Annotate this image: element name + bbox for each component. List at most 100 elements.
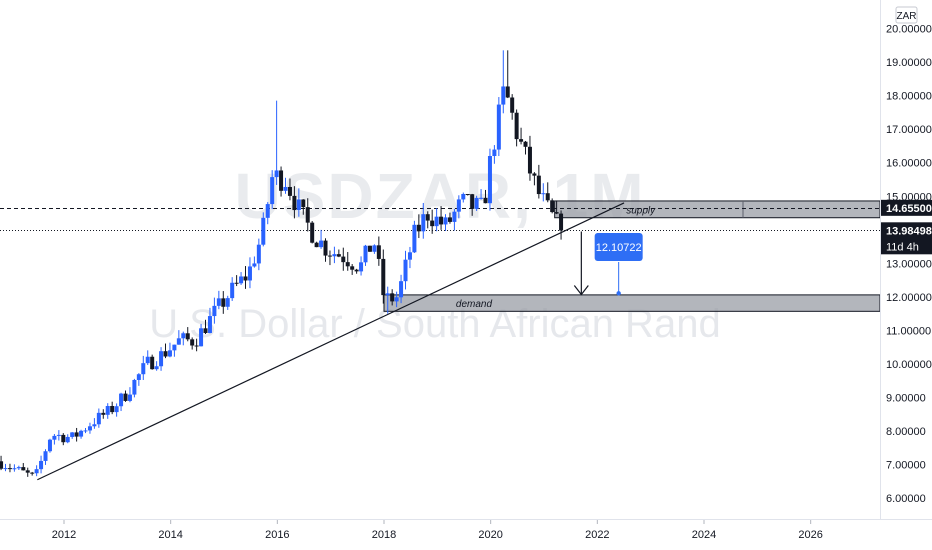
y-tick-label: 19.00000 (886, 57, 932, 69)
candle-body (230, 282, 235, 299)
candle-body (510, 97, 515, 113)
candle-body (163, 351, 168, 357)
candle-body (363, 245, 368, 263)
candle-body (434, 216, 439, 227)
currency-badge-box (895, 6, 918, 24)
candle-body (101, 412, 106, 415)
candle-body (541, 193, 546, 195)
demand-zone-label: demand (456, 299, 493, 310)
candle-body (203, 328, 208, 334)
candle-body (70, 432, 75, 437)
price-axis[interactable]: 6.00000 7.00000 8.00000 9.00000 10.00000 11.0… (886, 24, 932, 506)
candle-body (25, 470, 30, 473)
candle-body (483, 197, 488, 204)
candle-body (385, 293, 390, 296)
y-tick-label: 11.00000 (886, 325, 931, 337)
candle-body (16, 467, 21, 469)
current-price-tag-box (881, 222, 932, 255)
supply-price-tag-value: 14.65500 (886, 203, 932, 215)
candle-body (123, 393, 128, 401)
currency-badge[interactable]: ZAR (895, 6, 918, 24)
candle-body (12, 468, 17, 470)
candle-body (92, 424, 97, 427)
candle-body (190, 339, 195, 346)
current-price-tag-value: 13.98498 (886, 225, 932, 237)
target-label-box (594, 233, 643, 261)
candle-body (350, 266, 355, 270)
candle-body (65, 436, 70, 443)
candle-body (216, 298, 221, 306)
candle-body (225, 298, 230, 307)
x-tick-label: 2014 (158, 529, 182, 541)
candle-body (399, 281, 404, 298)
candle-body (559, 213, 564, 231)
candle-body (212, 305, 217, 317)
candle-body (359, 262, 364, 272)
watermark-symbol: USDZAR, 1M (234, 160, 645, 232)
candle-body (119, 393, 124, 407)
y-tick-label: 10.00000 (886, 359, 932, 371)
x-tick-label: 2020 (478, 529, 502, 541)
candle-body (30, 472, 35, 474)
candle-body (381, 258, 386, 296)
y-tick-label: 18.00000 (886, 91, 932, 103)
candle-body (310, 222, 315, 243)
candle-body (323, 240, 328, 256)
candle-body (247, 266, 252, 281)
x-tick-label: 2018 (372, 529, 396, 541)
candle-body (0, 461, 4, 469)
candle-body (425, 214, 430, 221)
candle-body (127, 394, 132, 401)
supply-price-tag-box (881, 199, 932, 216)
candle-body (527, 146, 532, 174)
drawings-layer: 12.10722 (37, 202, 643, 481)
candle-body (79, 430, 84, 437)
candle-body (252, 263, 257, 267)
candle-body (479, 197, 484, 199)
candle-body (447, 217, 452, 222)
candle-body (105, 405, 110, 415)
candle-body (327, 255, 332, 257)
candle-body (474, 197, 479, 209)
candle-body (145, 356, 150, 364)
candle-body (354, 269, 359, 272)
candle-body (47, 439, 52, 452)
candle-body (283, 186, 288, 191)
candle-body (7, 468, 12, 470)
y-tick-label: 9.00000 (886, 393, 926, 405)
candle-body (367, 245, 372, 252)
candle-body (394, 297, 399, 302)
candle-body (261, 217, 266, 245)
candle-body (194, 345, 199, 347)
candle-body (87, 426, 92, 431)
candle-body (176, 338, 181, 345)
price-tags: 14.65500 13.98498 11d 4h (881, 199, 932, 255)
candle-body (150, 356, 155, 370)
trendline (37, 202, 625, 481)
time-axis[interactable]: 2012 2014 2016 2018 2020 2022 2024 2026 (52, 520, 823, 541)
candle-body (301, 199, 306, 208)
x-tick-label: 2026 (798, 529, 822, 541)
zone-layer: supply demand (383, 200, 881, 312)
candle-body (550, 200, 555, 213)
candle-body (207, 316, 212, 334)
candle-body (279, 170, 284, 191)
y-tick-label: 8.00000 (886, 426, 926, 438)
candle-body (341, 256, 346, 263)
candle-body (52, 435, 57, 440)
candle-body (439, 216, 444, 225)
candle-body (110, 405, 115, 413)
candle-body (465, 194, 470, 196)
candle-body (287, 186, 292, 196)
candle-body (74, 432, 79, 437)
candle-body (443, 217, 448, 225)
y-tick-label: 17.00000 (886, 124, 932, 136)
candle-body (496, 104, 501, 150)
x-tick-label: 2024 (692, 529, 716, 541)
candle-body (181, 333, 186, 339)
candle-body (523, 141, 528, 147)
x-tick-label: 2012 (52, 529, 76, 541)
candle-body (199, 328, 204, 347)
candle-body (372, 245, 377, 252)
